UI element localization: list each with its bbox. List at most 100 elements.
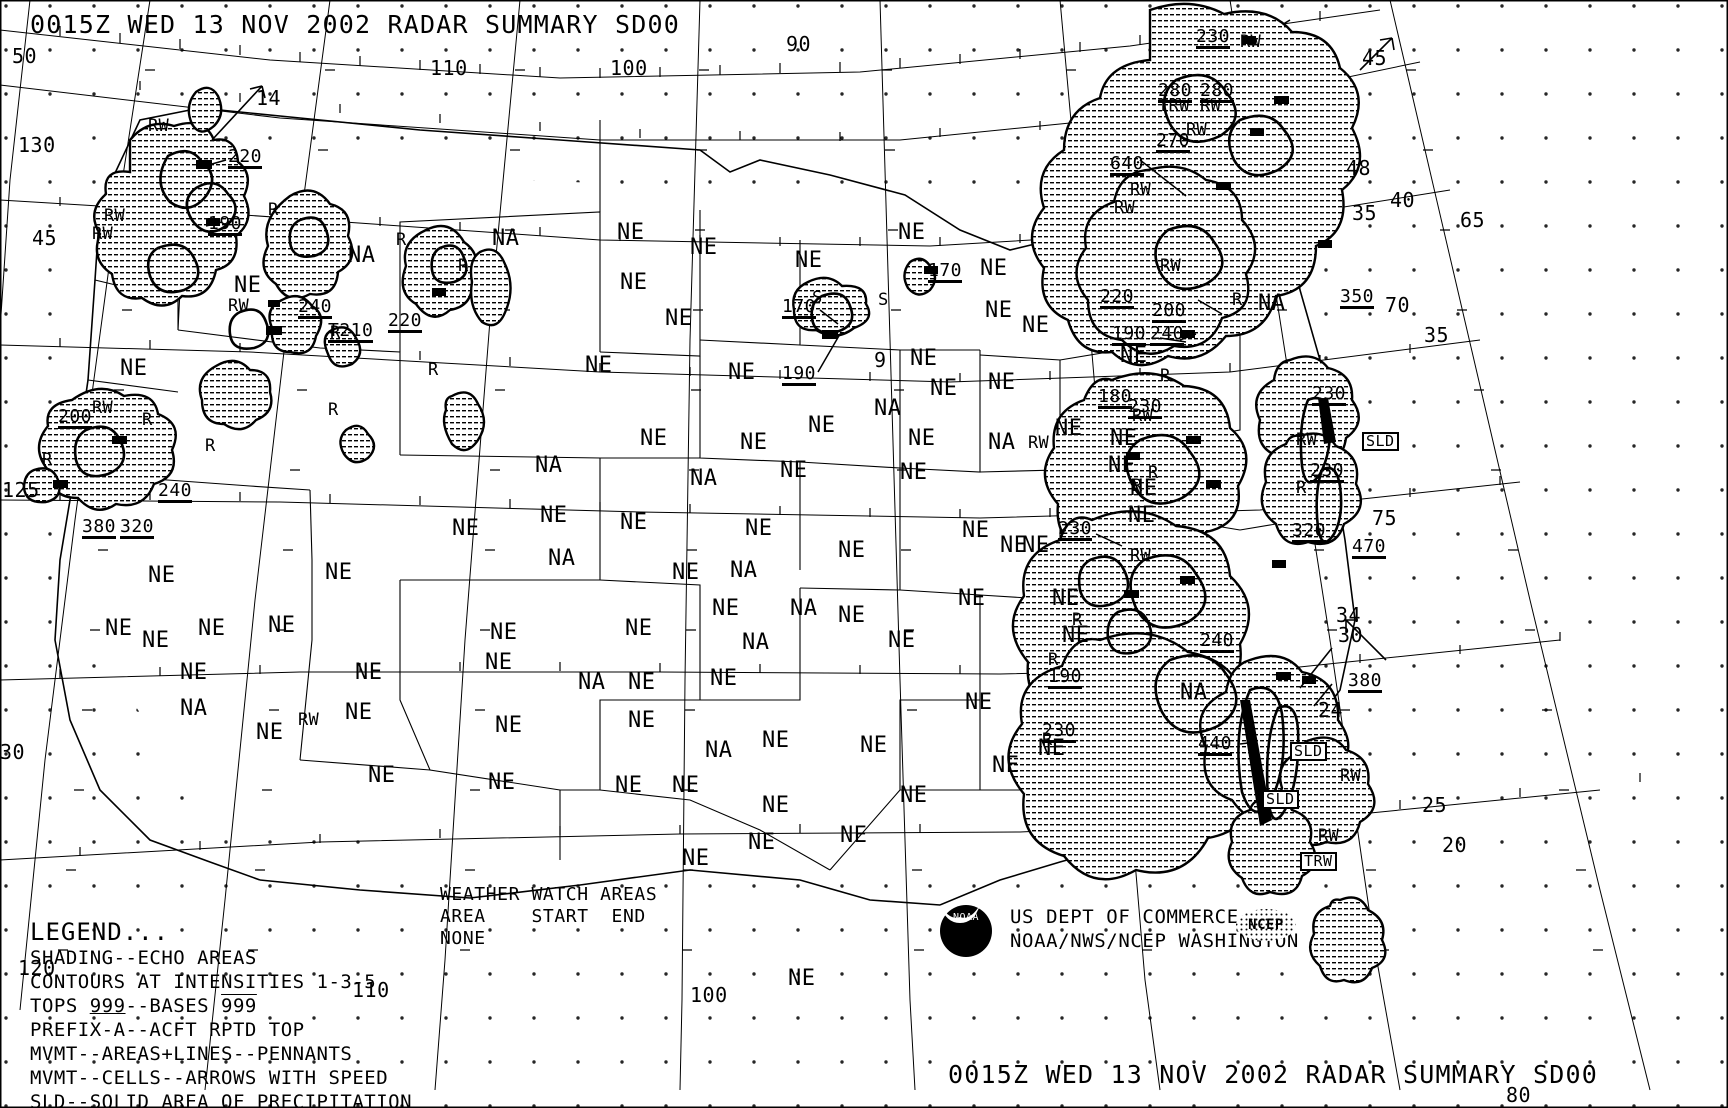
graticule-label: 130 bbox=[18, 133, 56, 157]
echo-top-label: 280 bbox=[1200, 80, 1235, 103]
echo-top-label: 170 bbox=[782, 296, 817, 319]
echo-top-label: 240 bbox=[1150, 323, 1185, 346]
coverage-label: NE bbox=[985, 298, 1013, 323]
ncep-logo-icon: NCEP bbox=[1235, 908, 1297, 942]
coverage-label: NA bbox=[548, 546, 576, 571]
coverage-label: NA bbox=[705, 738, 733, 763]
echo-top-label: 380 bbox=[1348, 670, 1383, 693]
coverage-label: NE bbox=[234, 273, 262, 298]
coverage-label: NE bbox=[120, 356, 148, 381]
coverage-label: NE bbox=[672, 773, 700, 798]
coverage-label: NE bbox=[355, 660, 383, 685]
coverage-label: NA bbox=[180, 696, 208, 721]
echo-type-code: RW bbox=[1114, 198, 1136, 218]
coverage-label: NE bbox=[962, 518, 990, 543]
coverage-label: NE bbox=[628, 670, 656, 695]
echo-top-label: 190 bbox=[1112, 323, 1147, 346]
echo-top-label: 230 bbox=[1058, 518, 1093, 541]
coverage-label: NE bbox=[992, 753, 1020, 778]
coverage-label: NA bbox=[1258, 291, 1286, 316]
coverage-label: NE bbox=[485, 650, 513, 675]
coverage-label: NE bbox=[1128, 503, 1156, 528]
echo-small-code: TRW bbox=[1158, 96, 1190, 116]
echo-top-label: 200 bbox=[58, 406, 93, 429]
echo-top-label: 640 bbox=[1110, 153, 1145, 176]
coverage-label: NA bbox=[730, 558, 758, 583]
echo-top-label: 270 bbox=[1156, 130, 1191, 153]
graticule-label: 30 bbox=[1338, 623, 1364, 647]
coverage-label: NE bbox=[930, 376, 958, 401]
coverage-label: NE bbox=[585, 353, 613, 378]
echo-type-code: R bbox=[1148, 463, 1159, 483]
coverage-label: NE bbox=[840, 823, 868, 848]
coverage-label: NE bbox=[808, 413, 836, 438]
coverage-label: NE bbox=[1022, 533, 1050, 558]
echo-top-label: 240 bbox=[158, 480, 193, 503]
graticule-label: 110 bbox=[352, 978, 390, 1002]
echo-type-code: RW bbox=[104, 206, 126, 226]
coverage-label: NE bbox=[488, 770, 516, 795]
coverage-label: NA bbox=[535, 453, 563, 478]
coverage-label: NE bbox=[490, 620, 518, 645]
legend-line: CONTOURS AT INTENSITIES 1-3-5 bbox=[30, 971, 377, 993]
echo-top-label: 240 bbox=[298, 296, 333, 319]
coverage-label: NE bbox=[495, 713, 523, 738]
coverage-label: NE bbox=[1130, 476, 1158, 501]
echo-type-code: R bbox=[1232, 290, 1243, 310]
graticule-label: 65 bbox=[1460, 208, 1486, 232]
coverage-label: NE bbox=[617, 220, 645, 245]
legend-line: PREFIX-A--ACFT RPTD TOP bbox=[30, 1019, 305, 1041]
coverage-label: NE bbox=[745, 516, 773, 541]
page-title-bottom: 0015Z WED 13 NOV 2002 RADAR SUMMARY SD00 bbox=[948, 1060, 1599, 1089]
graticule-label: 24 bbox=[1318, 698, 1344, 722]
coverage-label: NA bbox=[348, 243, 376, 268]
echo-type-code: S bbox=[812, 288, 823, 308]
echo-type-code: R bbox=[268, 200, 279, 220]
coverage-label: NA bbox=[742, 630, 770, 655]
coverage-label: NE bbox=[740, 430, 768, 455]
echo-type-code: R bbox=[328, 400, 339, 420]
echo-top-label: 230 bbox=[1128, 396, 1163, 419]
graticule-label: 70 bbox=[1385, 293, 1411, 317]
coverage-label: NE bbox=[788, 966, 816, 991]
coverage-label: NE bbox=[452, 516, 480, 541]
noaa-gull-icon bbox=[940, 905, 980, 923]
coverage-label: NE bbox=[900, 783, 928, 808]
echo-top-label: 190 bbox=[782, 363, 817, 386]
coverage-label: NE bbox=[1120, 343, 1148, 368]
echo-type-code: RW bbox=[1296, 430, 1318, 450]
echo-top-label: 190 bbox=[208, 213, 243, 236]
echo-type-code: RW bbox=[1186, 120, 1208, 140]
coverage-label: NE bbox=[898, 220, 926, 245]
coverage-label: NE bbox=[1110, 426, 1138, 451]
coverage-label: NE bbox=[690, 235, 718, 260]
echo-top-label: 320 bbox=[120, 516, 155, 539]
echo-areas bbox=[22, 2, 1387, 984]
coverage-label: NE bbox=[682, 846, 710, 871]
legend-line: MVMT--CELLS--ARROWS WITH SPEED bbox=[30, 1067, 389, 1089]
coverage-label: NE bbox=[910, 346, 938, 371]
coverage-label: NE bbox=[620, 510, 648, 535]
echo-top-label: 190 bbox=[1048, 666, 1083, 689]
legend-heading: LEGEND... bbox=[30, 918, 170, 946]
echo-type-code: RW bbox=[1340, 766, 1362, 786]
movement-arrows bbox=[211, 37, 1395, 707]
graticule-label: 45 bbox=[32, 226, 58, 250]
watch-columns: AREA START END bbox=[440, 906, 646, 927]
echo-type-code: R bbox=[1132, 476, 1143, 496]
coverage-label: NE bbox=[180, 660, 208, 685]
echo-type-code: RW bbox=[148, 116, 170, 136]
graticule-label: 100 bbox=[690, 983, 728, 1007]
watch-status: NONE bbox=[440, 928, 486, 949]
coverage-label: NA bbox=[492, 226, 520, 251]
echo-type-code: R bbox=[1160, 366, 1171, 386]
coverage-label: NE bbox=[958, 586, 986, 611]
coverage-label: NE bbox=[628, 708, 656, 733]
echo-top-label: 220 bbox=[1100, 286, 1135, 309]
noaa-logo-label: NOAA bbox=[952, 912, 980, 923]
graticule-label: 9 bbox=[874, 348, 887, 372]
echo-type-code: RW bbox=[92, 224, 114, 244]
echo-type-code: R bbox=[428, 360, 439, 380]
graticule-label: 20 bbox=[1442, 833, 1468, 857]
coverage-label: NE bbox=[780, 458, 808, 483]
